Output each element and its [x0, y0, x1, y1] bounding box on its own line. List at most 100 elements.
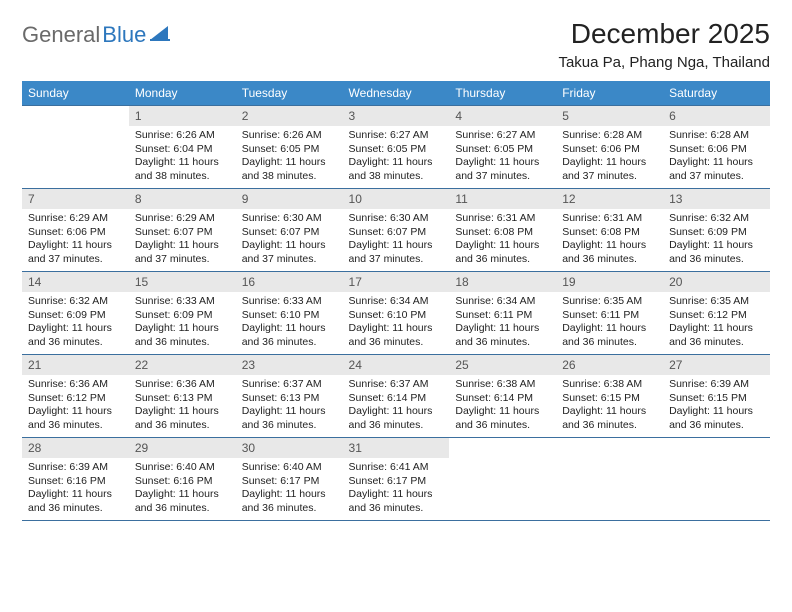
calendar-table: Sunday Monday Tuesday Wednesday Thursday… — [22, 81, 770, 521]
daylight-text: Daylight: 11 hours and 36 minutes. — [242, 322, 337, 349]
day-number: 29 — [129, 438, 236, 458]
daylight-text: Daylight: 11 hours and 37 minutes. — [455, 156, 550, 183]
sunset-text: Sunset: 6:08 PM — [562, 226, 657, 240]
day-number: 6 — [663, 106, 770, 126]
sunset-text: Sunset: 6:15 PM — [669, 392, 764, 406]
sunrise-text: Sunrise: 6:30 AM — [242, 212, 337, 226]
sunset-text: Sunset: 6:05 PM — [455, 143, 550, 157]
sunrise-text: Sunrise: 6:31 AM — [562, 212, 657, 226]
sunset-text: Sunset: 6:13 PM — [135, 392, 230, 406]
daylight-text: Daylight: 11 hours and 36 minutes. — [562, 405, 657, 432]
daylight-text: Daylight: 11 hours and 36 minutes. — [28, 488, 123, 515]
calendar-week-row: 1Sunrise: 6:26 AMSunset: 6:04 PMDaylight… — [22, 106, 770, 189]
sunset-text: Sunset: 6:05 PM — [242, 143, 337, 157]
logo-text-blue: Blue — [102, 22, 146, 48]
sunrise-text: Sunrise: 6:40 AM — [242, 461, 337, 475]
month-title: December 2025 — [558, 18, 770, 50]
calendar-week-row: 7Sunrise: 6:29 AMSunset: 6:06 PMDaylight… — [22, 189, 770, 272]
sunrise-text: Sunrise: 6:38 AM — [455, 378, 550, 392]
calendar-day-cell: 9Sunrise: 6:30 AMSunset: 6:07 PMDaylight… — [236, 189, 343, 272]
calendar-day-cell: 19Sunrise: 6:35 AMSunset: 6:11 PMDayligh… — [556, 272, 663, 355]
sunset-text: Sunset: 6:05 PM — [349, 143, 444, 157]
day-number: 27 — [663, 355, 770, 375]
daylight-text: Daylight: 11 hours and 36 minutes. — [349, 405, 444, 432]
day-number: 4 — [449, 106, 556, 126]
header-right: December 2025 Takua Pa, Phang Nga, Thail… — [558, 18, 770, 71]
daylight-text: Daylight: 11 hours and 37 minutes. — [242, 239, 337, 266]
sunset-text: Sunset: 6:10 PM — [242, 309, 337, 323]
sunset-text: Sunset: 6:16 PM — [135, 475, 230, 489]
day-details: Sunrise: 6:40 AMSunset: 6:16 PMDaylight:… — [129, 458, 236, 520]
sunrise-text: Sunrise: 6:29 AM — [135, 212, 230, 226]
day-number: 22 — [129, 355, 236, 375]
daylight-text: Daylight: 11 hours and 36 minutes. — [669, 322, 764, 349]
day-details: Sunrise: 6:28 AMSunset: 6:06 PMDaylight:… — [556, 126, 663, 188]
sunset-text: Sunset: 6:07 PM — [242, 226, 337, 240]
day-details: Sunrise: 6:39 AMSunset: 6:15 PMDaylight:… — [663, 375, 770, 437]
weekday-header: Wednesday — [343, 81, 450, 106]
day-details: Sunrise: 6:30 AMSunset: 6:07 PMDaylight:… — [236, 209, 343, 271]
daylight-text: Daylight: 11 hours and 36 minutes. — [135, 488, 230, 515]
sunset-text: Sunset: 6:14 PM — [349, 392, 444, 406]
day-number: 15 — [129, 272, 236, 292]
sunrise-text: Sunrise: 6:34 AM — [349, 295, 444, 309]
day-details: Sunrise: 6:40 AMSunset: 6:17 PMDaylight:… — [236, 458, 343, 520]
calendar-day-cell — [449, 438, 556, 521]
logo-sail-icon — [150, 24, 172, 47]
sunset-text: Sunset: 6:06 PM — [28, 226, 123, 240]
header: General Blue December 2025 Takua Pa, Pha… — [22, 18, 770, 71]
sunset-text: Sunset: 6:15 PM — [562, 392, 657, 406]
day-number: 20 — [663, 272, 770, 292]
sunset-text: Sunset: 6:06 PM — [562, 143, 657, 157]
sunset-text: Sunset: 6:09 PM — [135, 309, 230, 323]
day-details: Sunrise: 6:37 AMSunset: 6:13 PMDaylight:… — [236, 375, 343, 437]
daylight-text: Daylight: 11 hours and 36 minutes. — [28, 405, 123, 432]
sunrise-text: Sunrise: 6:39 AM — [669, 378, 764, 392]
calendar-day-cell: 17Sunrise: 6:34 AMSunset: 6:10 PMDayligh… — [343, 272, 450, 355]
day-number: 13 — [663, 189, 770, 209]
daylight-text: Daylight: 11 hours and 36 minutes. — [669, 405, 764, 432]
daylight-text: Daylight: 11 hours and 36 minutes. — [562, 322, 657, 349]
day-details: Sunrise: 6:35 AMSunset: 6:12 PMDaylight:… — [663, 292, 770, 354]
sunset-text: Sunset: 6:12 PM — [669, 309, 764, 323]
daylight-text: Daylight: 11 hours and 36 minutes. — [455, 405, 550, 432]
sunset-text: Sunset: 6:17 PM — [349, 475, 444, 489]
logo: General Blue — [22, 18, 172, 48]
weekday-header: Monday — [129, 81, 236, 106]
daylight-text: Daylight: 11 hours and 36 minutes. — [669, 239, 764, 266]
day-number: 9 — [236, 189, 343, 209]
daylight-text: Daylight: 11 hours and 36 minutes. — [455, 322, 550, 349]
day-details: Sunrise: 6:36 AMSunset: 6:13 PMDaylight:… — [129, 375, 236, 437]
day-details: Sunrise: 6:27 AMSunset: 6:05 PMDaylight:… — [343, 126, 450, 188]
calendar-day-cell: 25Sunrise: 6:38 AMSunset: 6:14 PMDayligh… — [449, 355, 556, 438]
day-details: Sunrise: 6:35 AMSunset: 6:11 PMDaylight:… — [556, 292, 663, 354]
calendar-week-row: 28Sunrise: 6:39 AMSunset: 6:16 PMDayligh… — [22, 438, 770, 521]
weekday-header: Thursday — [449, 81, 556, 106]
daylight-text: Daylight: 11 hours and 37 minutes. — [349, 239, 444, 266]
sunrise-text: Sunrise: 6:37 AM — [242, 378, 337, 392]
sunrise-text: Sunrise: 6:29 AM — [28, 212, 123, 226]
day-details: Sunrise: 6:39 AMSunset: 6:16 PMDaylight:… — [22, 458, 129, 520]
sunset-text: Sunset: 6:06 PM — [669, 143, 764, 157]
day-number: 28 — [22, 438, 129, 458]
day-details: Sunrise: 6:29 AMSunset: 6:06 PMDaylight:… — [22, 209, 129, 271]
day-details: Sunrise: 6:27 AMSunset: 6:05 PMDaylight:… — [449, 126, 556, 188]
day-details: Sunrise: 6:37 AMSunset: 6:14 PMDaylight:… — [343, 375, 450, 437]
sunset-text: Sunset: 6:07 PM — [349, 226, 444, 240]
calendar-day-cell: 22Sunrise: 6:36 AMSunset: 6:13 PMDayligh… — [129, 355, 236, 438]
daylight-text: Daylight: 11 hours and 37 minutes. — [135, 239, 230, 266]
day-details: Sunrise: 6:38 AMSunset: 6:14 PMDaylight:… — [449, 375, 556, 437]
calendar-day-cell: 15Sunrise: 6:33 AMSunset: 6:09 PMDayligh… — [129, 272, 236, 355]
sunset-text: Sunset: 6:17 PM — [242, 475, 337, 489]
sunrise-text: Sunrise: 6:27 AM — [455, 129, 550, 143]
sunrise-text: Sunrise: 6:35 AM — [562, 295, 657, 309]
day-number: 8 — [129, 189, 236, 209]
calendar-day-cell: 12Sunrise: 6:31 AMSunset: 6:08 PMDayligh… — [556, 189, 663, 272]
day-details: Sunrise: 6:33 AMSunset: 6:10 PMDaylight:… — [236, 292, 343, 354]
calendar-day-cell: 6Sunrise: 6:28 AMSunset: 6:06 PMDaylight… — [663, 106, 770, 189]
calendar-day-cell — [663, 438, 770, 521]
sunrise-text: Sunrise: 6:34 AM — [455, 295, 550, 309]
calendar-day-cell: 24Sunrise: 6:37 AMSunset: 6:14 PMDayligh… — [343, 355, 450, 438]
calendar-day-cell: 7Sunrise: 6:29 AMSunset: 6:06 PMDaylight… — [22, 189, 129, 272]
weekday-header: Tuesday — [236, 81, 343, 106]
